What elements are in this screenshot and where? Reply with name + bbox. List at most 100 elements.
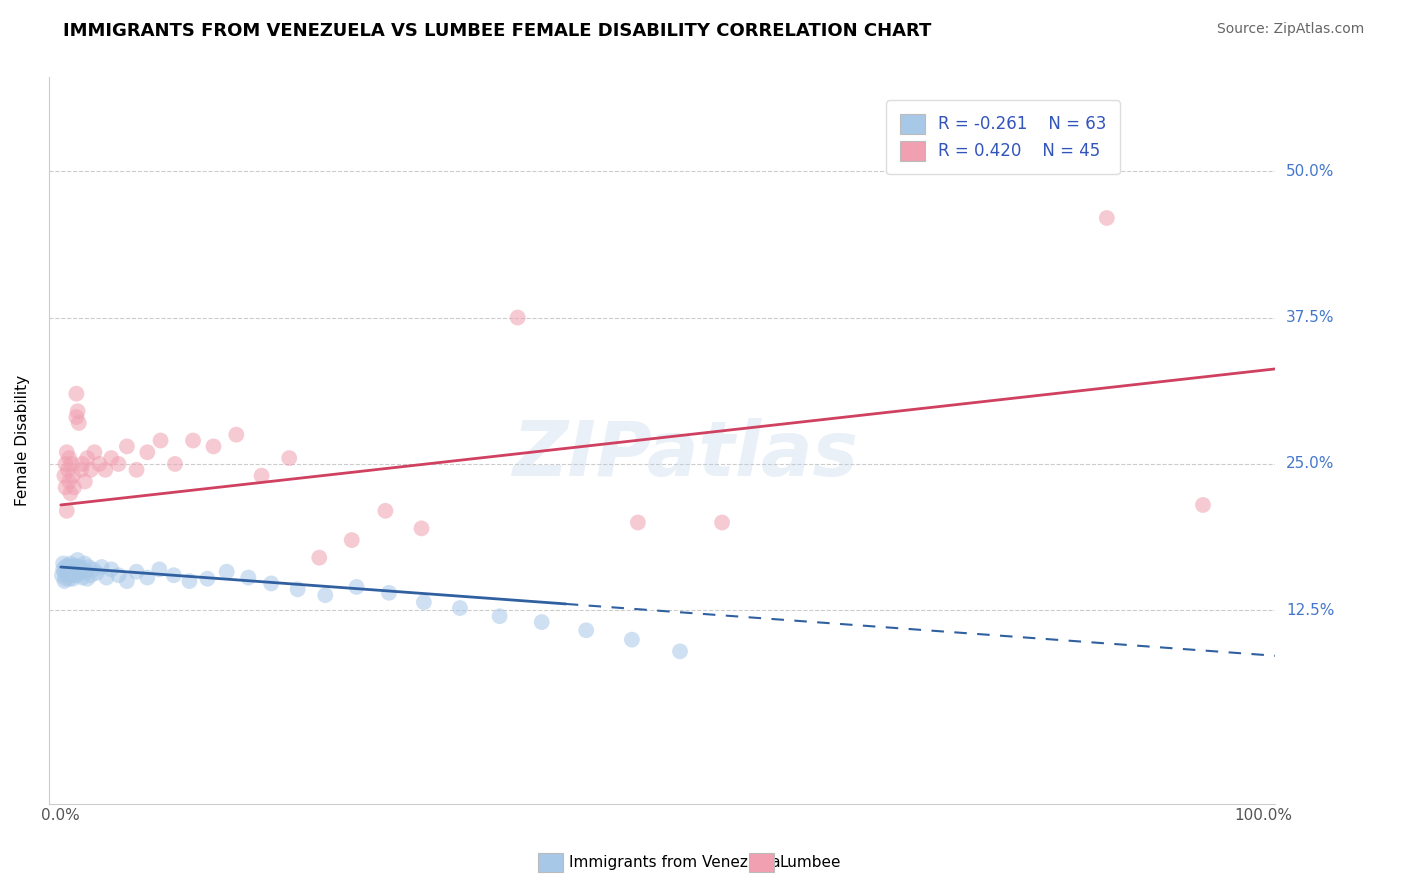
Point: [72, 562, 94, 576]
Text: 25.0%: 25.0%: [1286, 457, 1334, 472]
Point: [411, 521, 433, 535]
Point: [197, 572, 219, 586]
Text: Source: ZipAtlas.com: Source: ZipAtlas.com: [1216, 22, 1364, 37]
Point: [58, 565, 80, 579]
Text: Lumbee: Lumbee: [779, 855, 841, 870]
Point: [56, 463, 79, 477]
Point: [374, 504, 396, 518]
Point: [107, 457, 129, 471]
Point: [60, 558, 83, 573]
Point: [215, 565, 238, 579]
Point: [163, 568, 186, 582]
Point: [314, 588, 336, 602]
Point: [75, 565, 97, 579]
Point: [530, 615, 553, 629]
Point: [125, 565, 148, 579]
Point: [225, 427, 247, 442]
Point: [76, 451, 98, 466]
Y-axis label: Female Disability: Female Disability: [15, 375, 30, 506]
Point: [627, 516, 650, 530]
Point: [56, 558, 79, 573]
Point: [125, 463, 148, 477]
Point: [250, 468, 273, 483]
Point: [149, 434, 172, 448]
Point: [55, 480, 77, 494]
Point: [94, 463, 117, 477]
Point: [308, 550, 330, 565]
Point: [62, 565, 84, 579]
Point: [100, 451, 122, 466]
Point: [107, 568, 129, 582]
Point: [69, 560, 91, 574]
Point: [181, 434, 204, 448]
Point: [76, 572, 98, 586]
Point: [1192, 498, 1215, 512]
Point: [100, 562, 122, 576]
Point: [52, 562, 75, 576]
Point: [73, 557, 96, 571]
Point: [70, 463, 93, 477]
Point: [56, 504, 79, 518]
Point: [669, 644, 692, 658]
Point: [80, 463, 103, 477]
Point: [55, 560, 77, 574]
Point: [56, 568, 79, 582]
Point: [340, 533, 363, 547]
Point: [82, 562, 104, 576]
Point: [86, 566, 108, 580]
Point: [163, 457, 186, 471]
Point: [58, 475, 80, 489]
Point: [90, 560, 112, 574]
Point: [72, 570, 94, 584]
Point: [67, 416, 90, 430]
Point: [56, 445, 79, 459]
Point: [70, 565, 93, 579]
Point: [67, 566, 90, 580]
Point: [115, 439, 138, 453]
Point: [202, 439, 225, 453]
Text: 37.5%: 37.5%: [1286, 310, 1334, 325]
Point: [63, 568, 86, 582]
Point: [65, 386, 87, 401]
Point: [59, 562, 82, 576]
Point: [53, 468, 76, 483]
Point: [148, 562, 170, 576]
Point: [83, 445, 105, 459]
Point: [60, 457, 83, 471]
Point: [260, 576, 283, 591]
Point: [711, 516, 734, 530]
Text: 12.5%: 12.5%: [1286, 603, 1334, 618]
Point: [278, 451, 301, 466]
Point: [53, 565, 76, 579]
Point: [77, 560, 100, 574]
Point: [59, 557, 82, 571]
Text: 50.0%: 50.0%: [1286, 163, 1334, 178]
Point: [58, 451, 80, 466]
Point: [287, 582, 309, 597]
Point: [179, 574, 201, 588]
Point: [62, 468, 84, 483]
Point: [80, 568, 103, 582]
Point: [65, 558, 87, 573]
Text: IMMIGRANTS FROM VENEZUELA VS LUMBEE FEMALE DISABILITY CORRELATION CHART: IMMIGRANTS FROM VENEZUELA VS LUMBEE FEMA…: [63, 22, 932, 40]
Point: [136, 445, 159, 459]
Legend: R = -0.261    N = 63, R = 0.420    N = 45: R = -0.261 N = 63, R = 0.420 N = 45: [886, 100, 1119, 174]
Point: [378, 586, 401, 600]
Point: [66, 553, 89, 567]
Point: [58, 572, 80, 586]
Text: Immigrants from Venezuela: Immigrants from Venezuela: [568, 855, 780, 870]
Text: ZIPatlas: ZIPatlas: [513, 418, 859, 492]
Point: [89, 457, 111, 471]
Point: [60, 566, 83, 580]
Point: [55, 572, 77, 586]
Point: [136, 570, 159, 584]
Point: [238, 570, 260, 584]
Point: [51, 568, 73, 582]
Point: [620, 632, 643, 647]
Point: [65, 410, 87, 425]
Point: [575, 624, 598, 638]
Point: [59, 486, 82, 500]
Point: [56, 562, 79, 576]
Point: [488, 609, 510, 624]
Point: [63, 560, 86, 574]
